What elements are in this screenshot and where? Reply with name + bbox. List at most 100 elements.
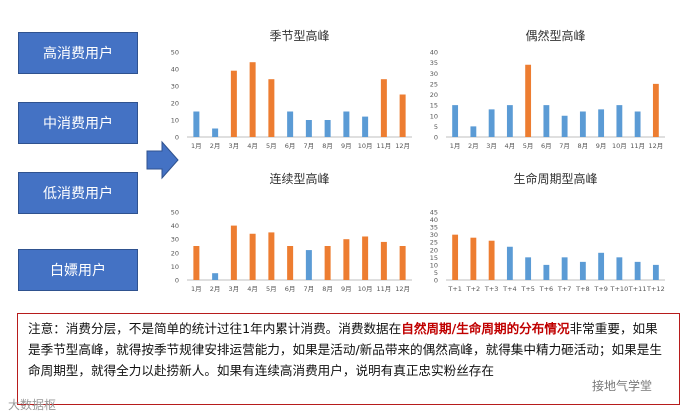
x-tick-label: 1月	[450, 142, 461, 150]
chart-bar	[506, 246, 513, 280]
chart-bar	[634, 111, 641, 137]
chart-bar	[561, 115, 568, 137]
x-tick-label: 11月	[376, 285, 391, 293]
x-tick-label: T+11	[628, 285, 647, 293]
chart-bar	[470, 237, 477, 280]
chart-bar	[324, 120, 331, 137]
chart-bar	[343, 111, 350, 137]
y-tick-label: 35	[430, 59, 438, 67]
chart-bar	[488, 240, 495, 280]
chart-bar	[249, 62, 256, 138]
watermark-right: 接地气学堂	[592, 379, 653, 393]
chart-bar	[652, 264, 659, 280]
x-tick-label: 8月	[322, 142, 333, 150]
y-tick-label: 10	[171, 263, 179, 271]
x-tick-label: T+6	[539, 285, 554, 293]
y-tick-label: 35	[430, 224, 438, 232]
x-tick-label: 12月	[648, 142, 663, 150]
segment-box-free: 白嫖用户	[18, 249, 138, 291]
chart-bar	[543, 264, 550, 280]
y-tick-label: 15	[430, 254, 438, 262]
y-tick-label: 0	[434, 134, 438, 142]
chart-bar	[598, 109, 605, 137]
chart-title: 偶然型高峰	[525, 28, 585, 43]
chart-title: 生命周期型高峰	[513, 171, 597, 186]
chart-bar	[287, 111, 294, 137]
y-tick-label: 40	[171, 66, 179, 74]
y-tick-label: 10	[430, 112, 438, 120]
chart-bar	[399, 246, 406, 280]
x-tick-label: T+1	[447, 285, 462, 293]
chart-bar	[616, 105, 623, 137]
chart-bar	[470, 126, 477, 137]
x-tick-label: 5月	[266, 285, 277, 293]
chart-bar	[230, 225, 237, 280]
chart-bar	[268, 79, 275, 137]
chart-bar	[579, 261, 586, 280]
chart-bar	[399, 94, 406, 137]
x-tick-label: T+7	[557, 285, 572, 293]
note-prefix: 注意：消费分层，不是简单的统计过往1年内累计消费。消费数据在	[28, 321, 402, 336]
chart-bar	[579, 111, 586, 137]
x-tick-label: 1月	[191, 142, 202, 150]
x-tick-label: 8月	[578, 142, 589, 150]
x-tick-label: 3月	[486, 142, 497, 150]
y-tick-label: 50	[171, 209, 179, 217]
segment-box-mid: 中消费用户	[18, 102, 138, 144]
y-tick-label: 30	[171, 236, 179, 244]
chart-bar	[324, 246, 331, 280]
x-tick-label: 6月	[285, 285, 296, 293]
y-tick-label: 30	[171, 83, 179, 91]
x-tick-label: 2月	[468, 142, 479, 150]
y-tick-label: 20	[171, 100, 179, 108]
x-tick-label: 5月	[266, 142, 277, 150]
x-tick-label: 9月	[596, 142, 607, 150]
x-tick-label: 4月	[247, 285, 258, 293]
chart-bar	[452, 234, 459, 280]
x-tick-label: 10月	[358, 285, 373, 293]
y-tick-label: 10	[430, 261, 438, 269]
chart-bar	[268, 232, 275, 280]
chart-bar	[212, 273, 219, 280]
y-tick-label: 20	[171, 249, 179, 257]
watermark-left: 大数据枢	[8, 398, 57, 412]
note-suffix: 非常重要，如果是季节型高峰，就得按季节规律安排运营能力，如果是活动/新品带来的偶…	[28, 321, 662, 378]
chart-bar	[598, 252, 605, 280]
chart-bar	[634, 261, 641, 280]
x-tick-label: T+3	[484, 285, 499, 293]
chart-bar	[506, 105, 513, 137]
x-tick-label: T+2	[466, 285, 481, 293]
y-tick-label: 40	[430, 216, 438, 224]
x-tick-label: 6月	[541, 142, 552, 150]
y-tick-label: 45	[430, 209, 438, 217]
x-tick-label: 12月	[395, 285, 410, 293]
y-tick-label: 20	[430, 91, 438, 99]
chart-bar	[380, 79, 387, 137]
chart-bar	[543, 105, 550, 137]
x-tick-label: T+5	[520, 285, 535, 293]
y-tick-label: 30	[430, 70, 438, 78]
y-tick-label: 40	[430, 49, 438, 57]
x-tick-label: 3月	[229, 285, 240, 293]
chart-bar	[193, 111, 200, 137]
chart-bar	[525, 257, 532, 280]
chart-bar	[362, 236, 369, 280]
chart-bar	[249, 233, 256, 280]
y-tick-label: 25	[430, 239, 438, 247]
segment-box-low: 低消费用户	[18, 172, 138, 214]
segment-box-high: 高消费用户	[18, 32, 138, 74]
chart-bar	[305, 120, 312, 137]
x-tick-label: 9月	[341, 142, 352, 150]
y-tick-label: 50	[171, 49, 179, 57]
y-tick-label: 25	[430, 80, 438, 88]
x-tick-label: 8月	[322, 285, 333, 293]
x-tick-label: 1月	[191, 285, 202, 293]
chart-bar	[212, 128, 219, 137]
chart-bar	[193, 246, 200, 280]
chart-bar	[488, 109, 495, 137]
x-tick-label: 11月	[630, 142, 645, 150]
chart-title: 季节型高峰	[269, 28, 329, 43]
chart-bar	[362, 116, 369, 137]
note-box: 注意：消费分层，不是简单的统计过往1年内累计消费。消费数据在自然周期/生命周期的…	[17, 313, 680, 405]
x-tick-label: 7月	[304, 142, 315, 150]
